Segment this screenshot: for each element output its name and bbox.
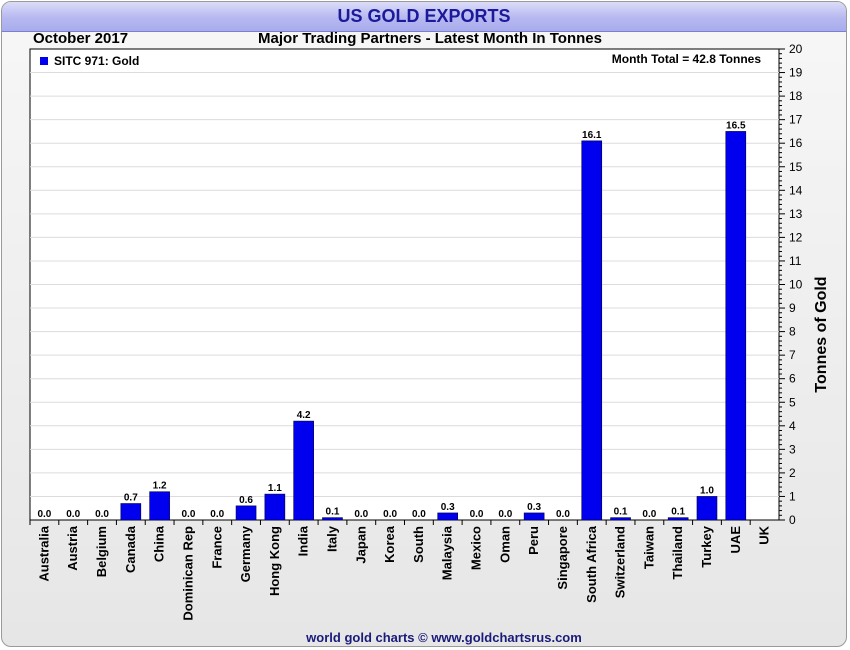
bar	[667, 517, 689, 521]
chart-period: October 2017	[33, 30, 129, 47]
y-tick-label: 19	[789, 66, 803, 80]
y-tick-label: 6	[789, 372, 796, 386]
x-tick-label: South	[411, 526, 426, 563]
grid-lines	[30, 72, 779, 497]
bar-value-label: 0.0	[642, 509, 656, 520]
y-tick-label: 7	[789, 348, 796, 362]
x-axis: Australia Austria Belgium Canada China Domini…	[29, 520, 772, 621]
y-tick-label: 11	[789, 254, 802, 268]
x-tick-label: China	[152, 525, 167, 562]
y-tick-label: 18	[789, 89, 803, 103]
bar-value-label: 0.0	[498, 509, 512, 520]
bar-value-label: 0.0	[37, 509, 51, 520]
bar-value-label: 1.1	[268, 483, 282, 494]
bar	[120, 503, 142, 521]
y-tick-label: 14	[789, 183, 803, 197]
bar-value-label: 16.1	[582, 130, 602, 141]
bar-value-label: 0.0	[412, 509, 426, 520]
bar-value-label: 0.3	[441, 502, 455, 513]
chart-title: US GOLD EXPORTS	[337, 6, 511, 26]
bar	[610, 517, 631, 521]
x-tick-label: India	[296, 525, 311, 556]
y-tick-label: 10	[789, 278, 803, 292]
y-tick-label: 12	[789, 230, 803, 244]
chart-subtitle: Major Trading Partners - Latest Month In…	[258, 30, 602, 47]
month-total-annotation: Month Total = 42.8 Tonnes	[612, 52, 762, 66]
title-bar: US GOLD EXPORTS	[2, 2, 846, 32]
bar-value-label: 16.5	[726, 120, 746, 131]
bar-value-label: 0.0	[383, 509, 397, 520]
bar-value-label: 0.0	[556, 509, 570, 520]
bar-value-label: 0.0	[354, 509, 368, 520]
x-tick-label: Peru	[526, 526, 541, 555]
bar	[437, 512, 459, 521]
x-tick-label: Hong Kong	[267, 526, 282, 596]
bar	[264, 493, 286, 521]
y-tick-label: 13	[789, 207, 803, 221]
bar-value-label: 0.0	[210, 509, 224, 520]
bar-value-label: 1.0	[700, 485, 714, 496]
x-tick-label: Dominican Rep	[180, 526, 195, 621]
bar	[235, 505, 257, 521]
x-tick-label: Italy	[324, 525, 339, 552]
bar-value-label: 4.2	[297, 410, 311, 421]
y-axis-label: Tonnes of Gold	[813, 276, 830, 392]
x-tick-label: Thailand	[670, 526, 685, 580]
x-tick-label: South Africa	[584, 525, 599, 603]
y-tick-label: 9	[789, 301, 796, 315]
y-tick-label: 0	[789, 513, 796, 527]
x-tick-label: Singapore	[555, 526, 570, 590]
x-tick-label: UK	[757, 525, 772, 544]
x-tick-label: Canada	[123, 525, 138, 573]
y-tick-label: 17	[789, 113, 803, 127]
bar	[725, 131, 747, 521]
bar-value-label: 0.1	[614, 507, 628, 518]
bar-value-label: 0.6	[239, 495, 253, 506]
bar	[696, 496, 718, 521]
bar	[581, 140, 603, 521]
bar-value-label: 0.0	[181, 509, 195, 520]
x-tick-label: UAE	[728, 526, 743, 554]
y-tick-label: 5	[789, 395, 796, 409]
y-tick-label: 3	[789, 442, 796, 456]
y-tick-label: 8	[789, 325, 796, 339]
x-tick-label: Turkey	[699, 525, 714, 567]
y-tick-label: 1	[789, 489, 796, 503]
bar-value-label: 0.1	[326, 507, 340, 518]
x-tick-label: Austria	[65, 525, 80, 571]
bar	[322, 517, 343, 521]
legend-swatch	[40, 57, 48, 65]
bar-value-label: 0.0	[95, 509, 109, 520]
x-tick-label: Germany	[238, 525, 253, 582]
bar-value-label: 0.3	[527, 502, 541, 513]
x-tick-label: Mexico	[469, 526, 484, 570]
bar	[149, 491, 170, 521]
bar-value-label: 0.0	[470, 509, 484, 520]
y-tick-label: 16	[789, 136, 803, 150]
bar-value-label: 1.2	[153, 481, 167, 492]
x-tick-label: Belgium	[94, 526, 109, 577]
x-tick-label: Australia	[36, 525, 51, 581]
y-tick-label: 2	[789, 466, 796, 480]
x-tick-label: Taiwan	[641, 526, 656, 569]
x-tick-label: Switzerland	[613, 526, 628, 598]
y-tick-label: 4	[789, 419, 796, 433]
x-tick-label: Malaysia	[440, 525, 455, 580]
y-tick-label: 15	[789, 160, 803, 174]
bar-value-label: 0.1	[671, 507, 685, 518]
x-tick-label: Oman	[497, 526, 512, 563]
x-tick-label: Korea	[382, 525, 397, 563]
footer-credit: world gold charts © www.goldchartsrus.co…	[306, 630, 582, 645]
bar	[293, 420, 314, 521]
bar-value-label: 0.0	[66, 509, 80, 520]
x-tick-label: Japan	[353, 526, 368, 564]
y-tick-label: 20	[789, 42, 803, 56]
bar	[523, 512, 545, 521]
legend-label: SITC 971: Gold	[54, 54, 139, 68]
x-tick-label: France	[209, 526, 224, 569]
bar-value-label: 0.7	[124, 493, 138, 504]
bars: 0.0 0.0 0.0 0.7 1.2 0.0 0.0 0.6 1.1 4.2 0.1 0.0 0.0 0…	[37, 120, 747, 521]
